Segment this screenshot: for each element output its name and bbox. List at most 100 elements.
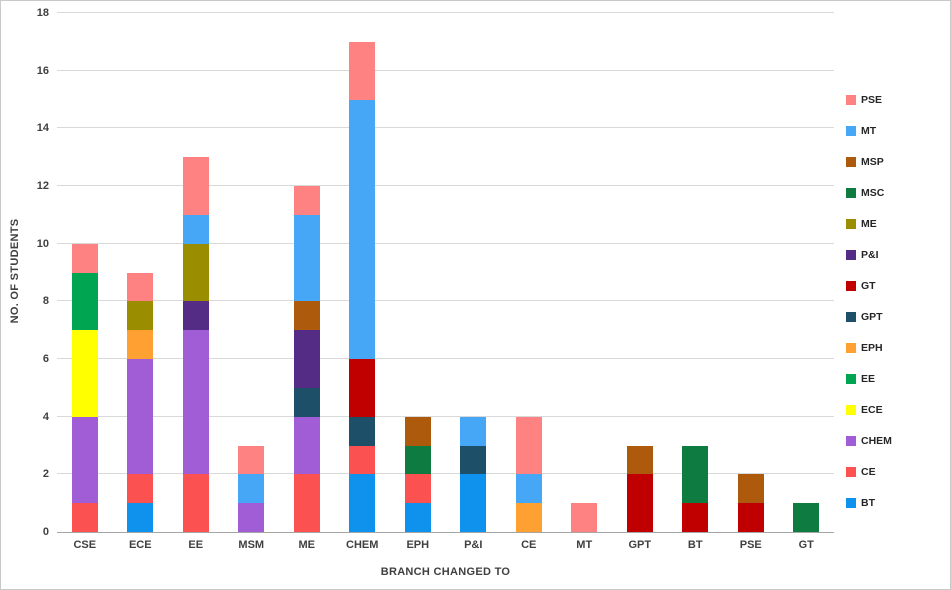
bar-segment-gpt <box>349 416 376 446</box>
bar-eph <box>390 13 446 532</box>
legend-label: PSE <box>861 93 883 106</box>
bar-segment-gpt <box>293 387 320 417</box>
bar-segment-gt <box>349 359 376 417</box>
bar-segment-pse <box>571 503 598 532</box>
legend-swatch <box>846 435 856 446</box>
x-category-label: CSE <box>73 539 97 551</box>
bar-segment-bt <box>404 503 431 532</box>
bar-segment-ce <box>127 474 154 504</box>
legend-swatch <box>846 125 856 136</box>
legend-label: P&I <box>861 248 879 261</box>
legend: PSE MT MSP MSC ME P&I GT GPT EPH EE ECE CHEM CE BT <box>846 93 892 509</box>
legend-swatch <box>846 156 856 167</box>
y-tick-label: 8 <box>42 295 49 308</box>
legend-swatch <box>846 497 856 508</box>
y-tick-label: 4 <box>42 410 49 423</box>
bar-gt <box>779 13 835 532</box>
legend-swatch <box>846 280 856 291</box>
bar-pse <box>723 13 779 532</box>
bar-segment-mt <box>182 214 209 244</box>
bar-segment-ce <box>293 474 320 532</box>
legend-swatch <box>846 218 856 229</box>
gridline <box>57 415 834 417</box>
legend-swatch <box>846 466 856 477</box>
x-axis-labels: CSE ECE EE MSM ME CHEM EPH P&I CE MT GPT BT PSE GT <box>57 539 834 551</box>
x-category-label: CE <box>521 539 537 551</box>
legend-item-gpt: GPT <box>846 310 892 323</box>
legend-item-pi: P&I <box>846 248 892 261</box>
bar-cse <box>57 13 113 532</box>
bar-ce <box>501 13 557 532</box>
legend-swatch <box>846 311 856 322</box>
legend-label: CHEM <box>861 434 892 447</box>
bar-chem <box>335 13 391 532</box>
bar-segment-mt <box>460 416 487 446</box>
bar-segment-ce <box>71 503 98 532</box>
bar-segment-pse <box>182 157 209 215</box>
x-category-label: CHEM <box>346 539 379 551</box>
y-tick-label: 18 <box>36 7 49 19</box>
x-category-label: GT <box>798 539 814 551</box>
bar-segment-pi <box>293 330 320 388</box>
x-category-label: PSE <box>739 539 762 551</box>
bar-segment-bt <box>349 474 376 532</box>
legend-item-ce: CE <box>846 465 892 478</box>
legend-item-ece: ECE <box>846 403 892 416</box>
gridline <box>57 300 834 302</box>
legend-label: EE <box>861 372 876 385</box>
y-tick-label: 10 <box>36 237 49 250</box>
legend-item-bt: BT <box>846 496 892 509</box>
bar-segment-pse <box>238 445 265 475</box>
legend-item-eph: EPH <box>846 341 892 354</box>
bar-segment-pi <box>182 301 209 331</box>
bar-segment-pse <box>349 41 376 100</box>
x-category-label: EPH <box>406 539 430 551</box>
bar-segment-me <box>127 301 154 331</box>
legend-swatch <box>846 249 856 260</box>
y-tick-label: 12 <box>36 180 49 192</box>
bar-segment-chem <box>127 359 154 475</box>
bar-segment-eph <box>515 503 542 532</box>
y-tick-label: 0 <box>42 526 49 538</box>
bar-segment-bt <box>127 503 154 532</box>
legend-item-me: ME <box>846 217 892 230</box>
legend-swatch <box>846 94 856 105</box>
legend-swatch <box>846 373 856 384</box>
bar-bt <box>668 13 724 532</box>
x-category-label: MSM <box>238 539 265 551</box>
y-tick-label: 16 <box>36 64 49 77</box>
bar-segment-pse <box>127 272 154 302</box>
bar-segment-msc <box>793 503 820 532</box>
legend-label: ME <box>861 217 877 230</box>
legend-item-pse: PSE <box>846 93 892 106</box>
bar-segment-chem <box>71 416 98 504</box>
bar-segment-gt <box>626 474 653 532</box>
x-category-label: EE <box>188 539 204 551</box>
legend-item-msc: MSC <box>846 186 892 199</box>
y-tick-label: 2 <box>42 468 49 481</box>
legend-label: MSC <box>861 186 885 199</box>
bar-segment-gpt <box>460 445 487 475</box>
bar-segment-me <box>182 243 209 302</box>
gridline <box>57 69 834 71</box>
bar-segment-msc <box>682 445 709 504</box>
bar-segment-chem <box>293 416 320 475</box>
bar-segment-chem <box>238 503 265 532</box>
bar-segment-msp <box>626 445 653 475</box>
bar-segment-gt <box>737 503 764 532</box>
bar-segment-mt <box>238 474 265 504</box>
bar-mt <box>557 13 613 532</box>
legend-label: GPT <box>861 310 883 323</box>
bar-segment-msc <box>404 445 431 475</box>
bar-ee <box>168 13 224 532</box>
bar-gpt <box>612 13 668 532</box>
legend-item-ee: EE <box>846 372 892 385</box>
bar-segment-msp <box>293 301 320 331</box>
x-axis-title: BRANCH CHANGED TO <box>380 566 511 578</box>
x-category-label: GPT <box>628 539 652 551</box>
bar-ece <box>113 13 169 532</box>
bar-segment-mt <box>293 214 320 302</box>
bar-me <box>279 13 335 532</box>
bar-segment-ce <box>404 474 431 504</box>
